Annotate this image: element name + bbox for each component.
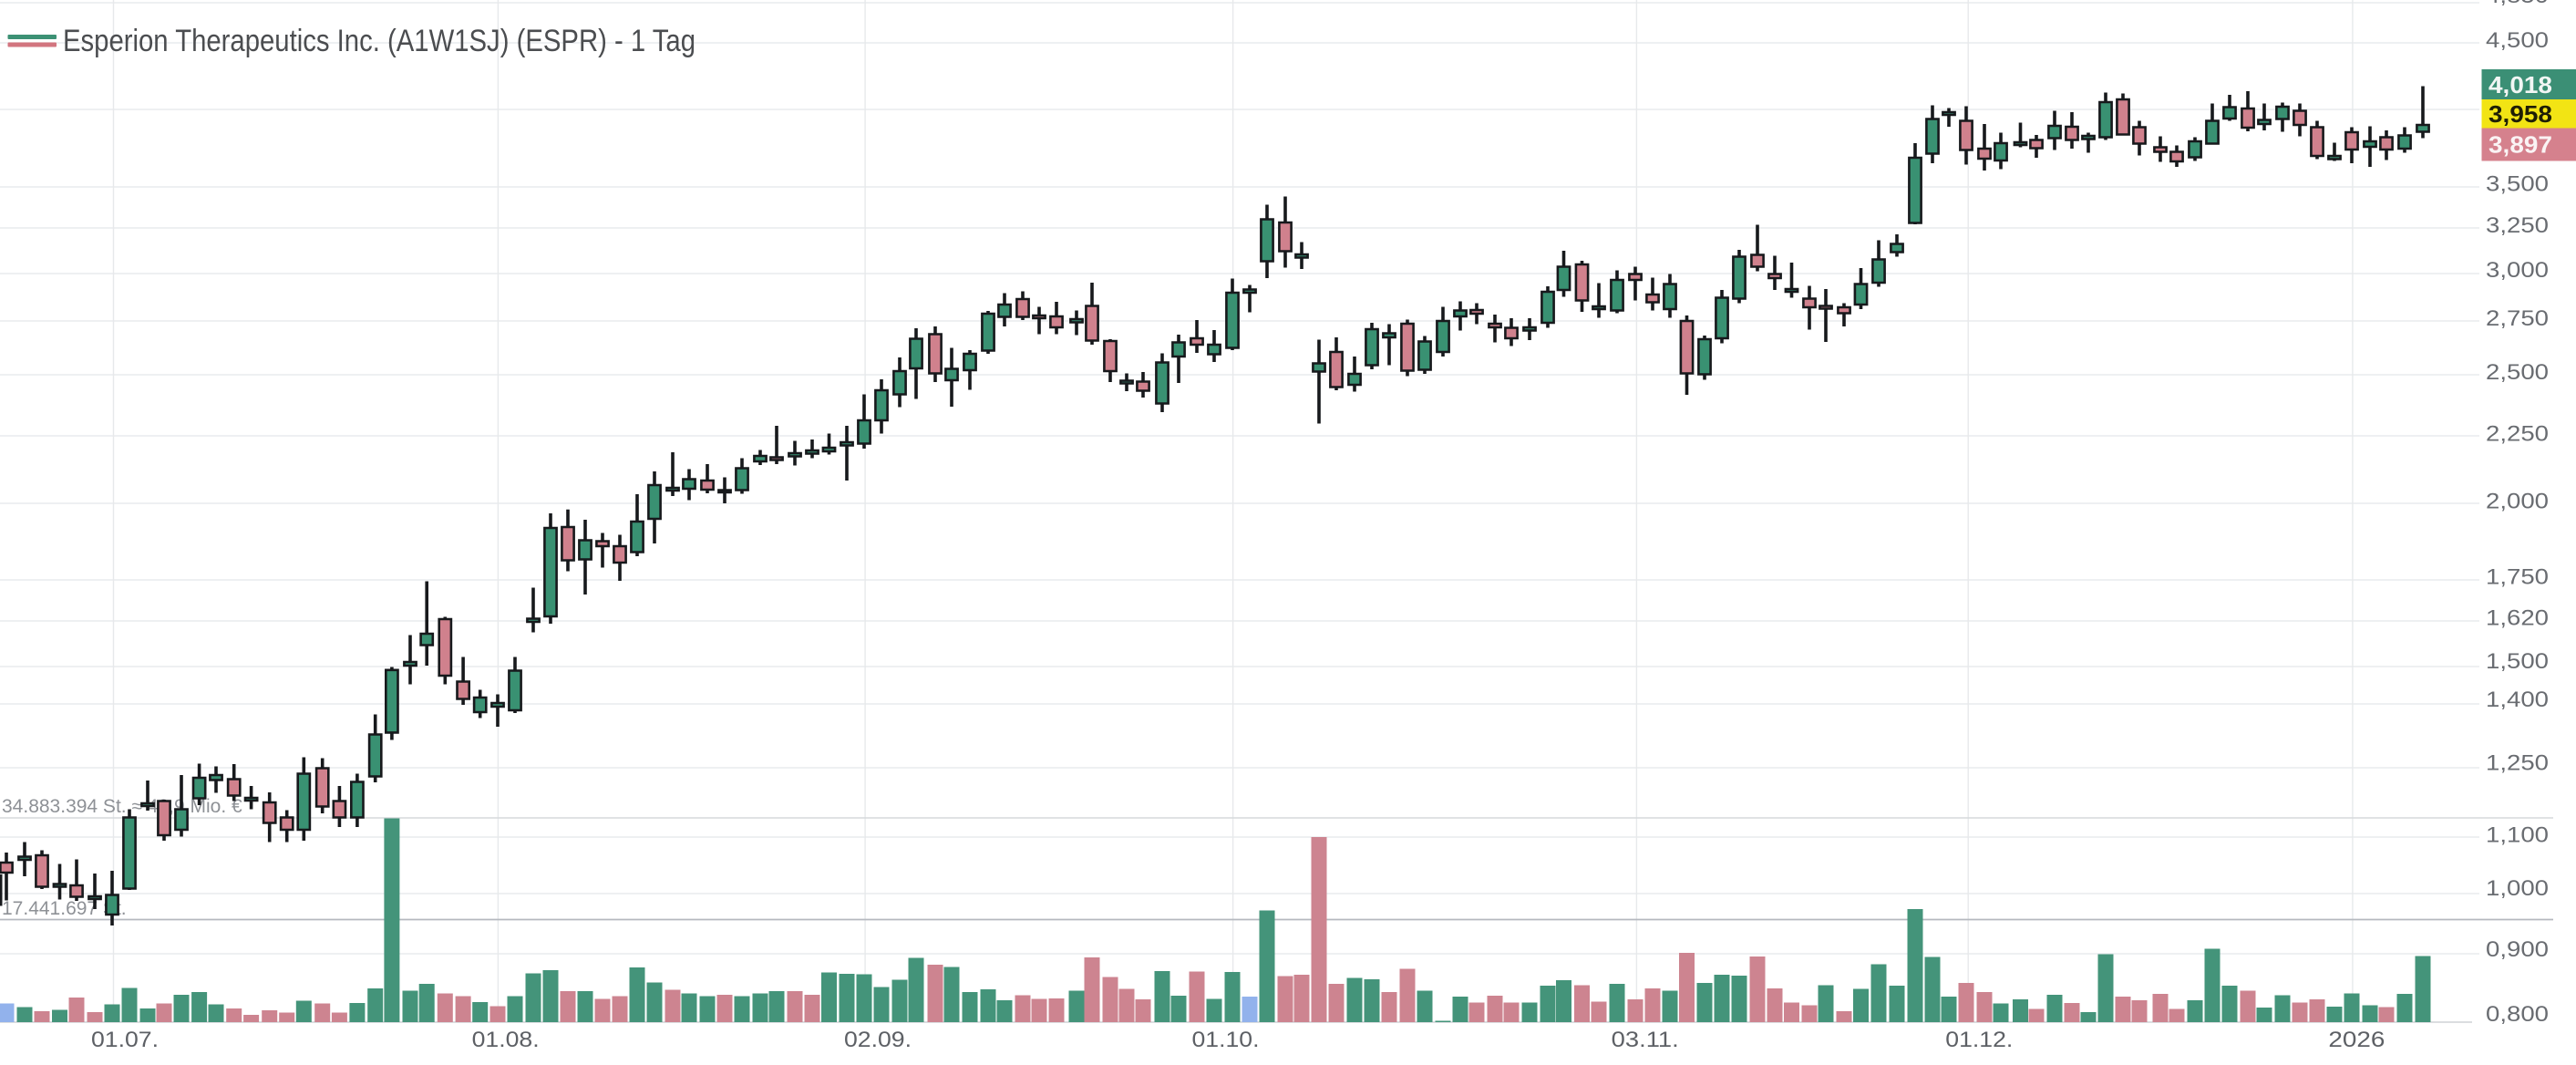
svg-text:0,800: 0,800 — [2486, 1002, 2549, 1027]
svg-text:2,250: 2,250 — [2486, 422, 2549, 447]
svg-text:3,000: 3,000 — [2486, 258, 2549, 283]
svg-text:3,500: 3,500 — [2486, 172, 2549, 197]
svg-text:01.12.: 01.12. — [1945, 1028, 2013, 1052]
svg-text:2,750: 2,750 — [2486, 306, 2549, 331]
svg-text:4,018: 4,018 — [2488, 71, 2552, 98]
svg-text:1,500: 1,500 — [2486, 649, 2549, 674]
svg-text:4,500: 4,500 — [2486, 28, 2549, 53]
svg-text:1,620: 1,620 — [2486, 606, 2549, 631]
svg-text:0,900: 0,900 — [2486, 937, 2549, 962]
svg-text:3,897: 3,897 — [2488, 131, 2552, 159]
svg-text:Esperion Therapeutics Inc. (A1: Esperion Therapeutics Inc. (A1W1SJ) (ESP… — [63, 24, 696, 58]
svg-text:1,400: 1,400 — [2486, 688, 2549, 712]
svg-text:2,500: 2,500 — [2486, 360, 2549, 385]
svg-text:2,000: 2,000 — [2486, 490, 2549, 514]
svg-text:4,850: 4,850 — [2486, 0, 2549, 8]
svg-text:1,750: 1,750 — [2486, 565, 2549, 590]
svg-text:01.07.: 01.07. — [91, 1028, 159, 1052]
svg-text:1,100: 1,100 — [2486, 823, 2549, 848]
svg-text:1,000: 1,000 — [2486, 876, 2549, 901]
svg-text:01.10.: 01.10. — [1192, 1028, 1260, 1052]
svg-text:01.08.: 01.08. — [472, 1028, 540, 1052]
svg-text:1,250: 1,250 — [2486, 751, 2549, 776]
svg-text:3,958: 3,958 — [2488, 100, 2552, 128]
svg-text:03.11.: 03.11. — [1612, 1028, 1679, 1052]
svg-text:02.09.: 02.09. — [844, 1028, 912, 1052]
svg-text:2026: 2026 — [2328, 1028, 2385, 1052]
svg-text:3,250: 3,250 — [2486, 213, 2549, 238]
